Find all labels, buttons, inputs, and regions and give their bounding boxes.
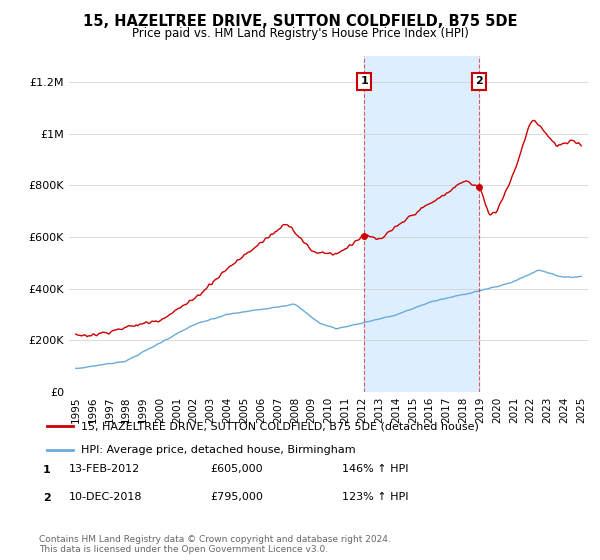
Text: Price paid vs. HM Land Registry's House Price Index (HPI): Price paid vs. HM Land Registry's House …	[131, 27, 469, 40]
Text: 123% ↑ HPI: 123% ↑ HPI	[342, 492, 409, 502]
Text: 15, HAZELTREE DRIVE, SUTTON COLDFIELD, B75 5DE: 15, HAZELTREE DRIVE, SUTTON COLDFIELD, B…	[83, 14, 517, 29]
Text: 10-DEC-2018: 10-DEC-2018	[69, 492, 143, 502]
Text: 1: 1	[43, 465, 50, 474]
Text: £605,000: £605,000	[210, 464, 263, 474]
Text: 13-FEB-2012: 13-FEB-2012	[69, 464, 140, 474]
Text: Contains HM Land Registry data © Crown copyright and database right 2024.
This d: Contains HM Land Registry data © Crown c…	[39, 535, 391, 554]
Text: 146% ↑ HPI: 146% ↑ HPI	[342, 464, 409, 474]
Text: HPI: Average price, detached house, Birmingham: HPI: Average price, detached house, Birm…	[81, 445, 356, 455]
Text: 2: 2	[43, 493, 50, 502]
Text: 2: 2	[475, 76, 482, 86]
Text: 15, HAZELTREE DRIVE, SUTTON COLDFIELD, B75 5DE (detached house): 15, HAZELTREE DRIVE, SUTTON COLDFIELD, B…	[81, 421, 479, 431]
Bar	[364, 56, 479, 392]
Text: 1: 1	[361, 76, 368, 86]
Text: £795,000: £795,000	[210, 492, 263, 502]
